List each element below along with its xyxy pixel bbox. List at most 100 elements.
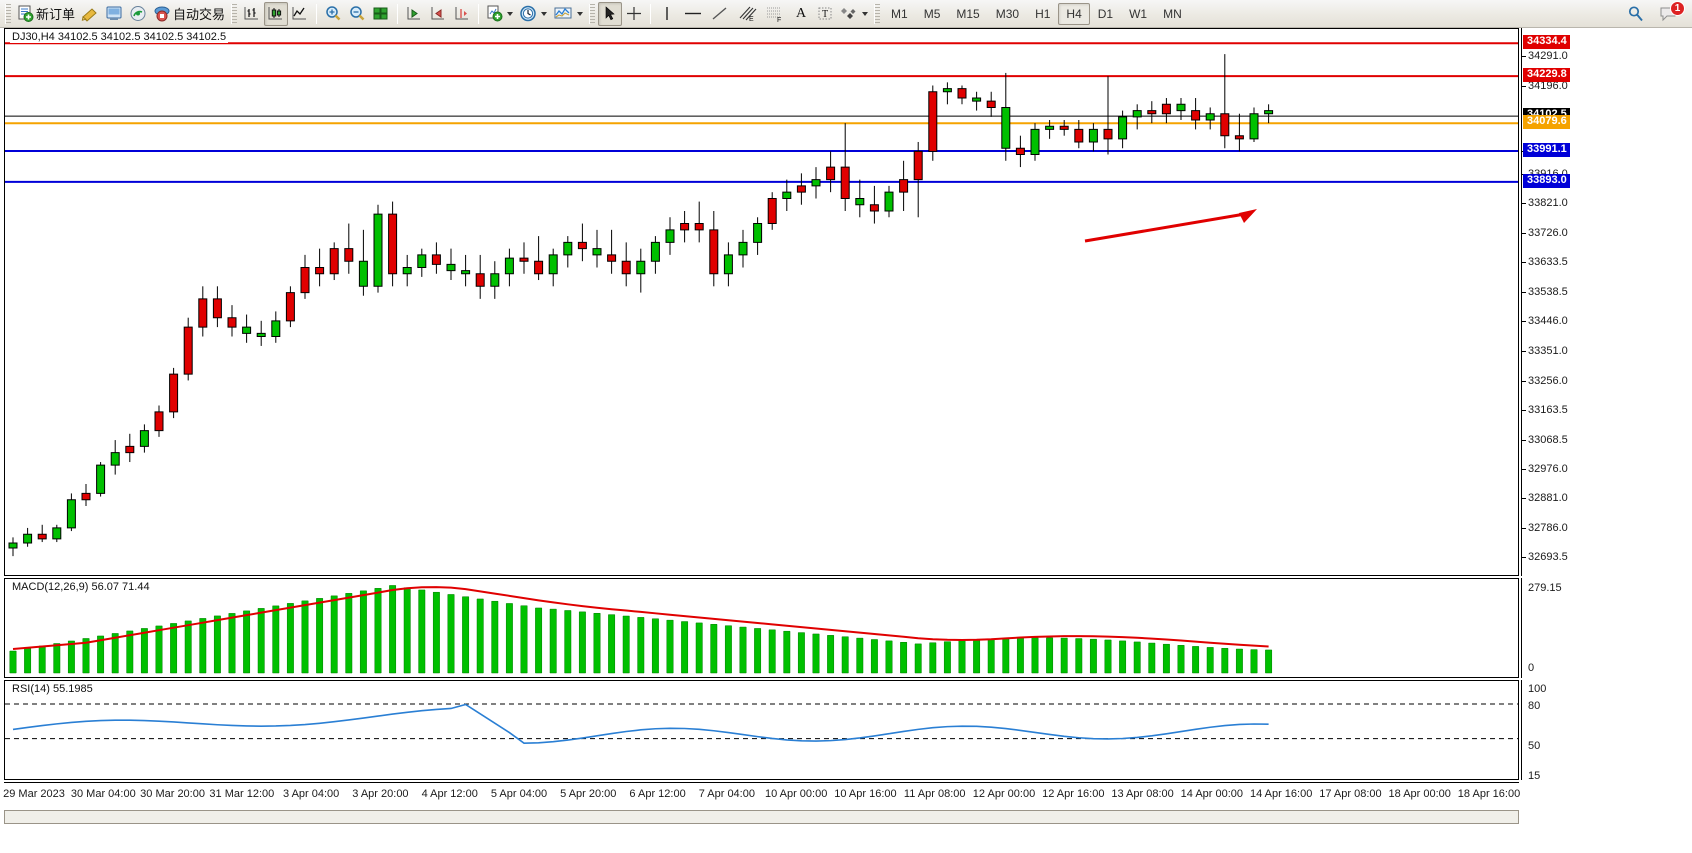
candlestick-chart-button[interactable] — [264, 1, 289, 26]
terminal-button[interactable] — [102, 2, 126, 26]
timeframe-m30[interactable]: M30 — [995, 6, 1020, 21]
zoom-in-button[interactable] — [321, 2, 345, 26]
shapes-icon — [841, 8, 856, 19]
price-tag-34229.8[interactable]: 34229.8 — [1523, 68, 1570, 83]
rsi-indicator-panel[interactable]: RSI(14) 55.1985 — [4, 680, 1519, 780]
tile-windows-button[interactable] — [369, 2, 393, 26]
time-tick: 18 Apr 00:00 — [1388, 788, 1451, 800]
auto-scroll-button[interactable] — [450, 2, 474, 26]
timeframe-d1[interactable]: D1 — [1097, 6, 1114, 21]
price-tag-34079.6[interactable]: 34079.6 — [1523, 115, 1570, 130]
new-order-button[interactable]: 新订单 — [14, 2, 78, 26]
equidistant-channel-button[interactable]: E — [733, 2, 761, 26]
time-tick: 10 Apr 00:00 — [764, 788, 828, 800]
price-tick-33538.5: 33538.5 — [1522, 286, 1568, 298]
auto-trading-button[interactable]: 自动交易 — [150, 2, 228, 26]
timeframe-m1[interactable]: M1 — [891, 6, 908, 21]
toolbar-grip-3[interactable] — [589, 3, 596, 24]
horizontal-line-button[interactable] — [679, 2, 707, 26]
messages-button[interactable]: 1 — [1656, 0, 1685, 26]
equidistant-channel-icon: E — [739, 6, 757, 23]
price-candlestick-plot — [5, 29, 1518, 575]
message-badge: 1 — [1670, 0, 1685, 16]
indicators-button[interactable] — [550, 2, 586, 26]
timeframe-m5[interactable]: M5 — [923, 6, 941, 21]
svg-text:T: T — [822, 9, 828, 20]
fibonacci-button[interactable]: F — [761, 2, 789, 26]
macd-indicator-panel[interactable]: MACD(12,26,9) 56.07 71.44 — [4, 578, 1519, 678]
price-tick-33726.0: 33726.0 — [1522, 227, 1568, 239]
shift-end-button[interactable] — [426, 2, 450, 26]
time-tick: 11 Apr 08:00 — [903, 788, 966, 800]
price-chart-panel[interactable]: DJ30,H4 34102.5 34102.5 34102.5 34102.5 — [4, 28, 1519, 576]
timeframe-w1[interactable]: W1 — [1129, 6, 1148, 21]
horizontal-scrollbar[interactable] — [4, 810, 1519, 824]
line-chart-icon — [292, 7, 307, 20]
timeframe-h1[interactable]: H1 — [1035, 6, 1051, 21]
vertical-line-button[interactable] — [655, 2, 679, 26]
svg-text:E: E — [749, 16, 754, 23]
cursor-button[interactable] — [598, 1, 623, 26]
time-tick: 6 Apr 12:00 — [629, 788, 686, 800]
auto-trading-label: 自动交易 — [173, 7, 226, 22]
price-tag-33893.0[interactable]: 33893.0 — [1523, 173, 1570, 188]
zoom-out-button[interactable] — [345, 2, 369, 26]
time-tick: 5 Apr 04:00 — [490, 788, 548, 800]
terminal-icon — [106, 6, 122, 20]
rsi-tick-80: 80 — [1528, 700, 1541, 712]
new-order-label: 新订单 — [36, 7, 76, 22]
price-tag-34334.4[interactable]: 34334.4 — [1523, 35, 1570, 50]
trendline-icon — [712, 7, 727, 20]
time-tick: 14 Apr 16:00 — [1249, 788, 1313, 800]
toolbar-grip[interactable] — [5, 3, 11, 24]
toolbar-separator-3 — [478, 3, 480, 24]
toolbar-grip-4[interactable] — [874, 3, 881, 24]
price-axis[interactable]: 34334.4 34291.0 34229.8 34196.0 34102.5 34079… — [1521, 28, 1692, 576]
signals-button[interactable] — [126, 2, 150, 26]
time-axis[interactable]: 29 Mar 2023 30 Mar 04:00 30 Mar 20:00 31 Ma… — [3, 782, 1520, 810]
timeframe-mn[interactable]: MN — [1163, 6, 1182, 21]
search-button[interactable] — [1624, 2, 1648, 26]
rsi-plot — [5, 681, 1518, 779]
price-tick-32881.0: 32881.0 — [1522, 492, 1568, 504]
time-tick: 17 Apr 08:00 — [1319, 788, 1382, 800]
main-toolbar: 新订单 — [0, 0, 1692, 28]
trendline-button[interactable] — [707, 2, 733, 26]
toolbar-grip-2[interactable] — [231, 3, 238, 24]
price-tag-33991.1[interactable]: 33991.1 — [1523, 143, 1570, 158]
label-button[interactable]: T — [813, 2, 837, 26]
toolbar-separator-4 — [650, 3, 652, 24]
chart-workspace[interactable]: DJ30,H4 34102.5 34102.5 34102.5 34102.5 … — [0, 28, 1692, 853]
indicators-dropdown-caret[interactable] — [577, 11, 584, 16]
text-icon: A — [795, 5, 807, 21]
new-chart-button[interactable] — [483, 2, 516, 26]
time-tick: 13 Apr 08:00 — [1111, 788, 1174, 800]
crosshair-button[interactable] — [622, 2, 646, 26]
text-button[interactable]: A — [789, 2, 813, 26]
timeframe-h4[interactable]: H4 — [1058, 2, 1090, 25]
price-tick-33633.5: 33633.5 — [1522, 256, 1568, 268]
timeframe-m15[interactable]: M15 — [956, 6, 980, 21]
bar-chart-icon — [244, 7, 259, 20]
pencil-button[interactable] — [78, 2, 102, 26]
time-tick: 14 Apr 00:00 — [1180, 788, 1244, 800]
timeframes-button[interactable] — [516, 2, 550, 26]
time-tick: 10 Apr 16:00 — [834, 788, 897, 800]
line-chart-button[interactable] — [288, 2, 312, 26]
timeframes-dropdown-caret[interactable] — [541, 11, 548, 16]
auto-scroll-icon — [455, 7, 469, 20]
time-tick: 7 Apr 04:00 — [698, 788, 755, 800]
time-tick: 30 Mar 20:00 — [140, 788, 205, 800]
shapes-button[interactable] — [837, 2, 871, 26]
price-tick-34196.0: 34196.0 — [1522, 80, 1568, 92]
shift-start-icon — [407, 7, 421, 20]
shift-start-button[interactable] — [402, 2, 426, 26]
new-chart-icon — [487, 5, 503, 22]
price-tick-33351.0: 33351.0 — [1522, 345, 1568, 357]
new-chart-dropdown-caret[interactable] — [507, 11, 514, 16]
bar-chart-button[interactable] — [240, 2, 264, 26]
time-tick: 5 Apr 20:00 — [560, 788, 617, 800]
shapes-dropdown-caret[interactable] — [862, 11, 869, 16]
new-order-icon — [18, 5, 34, 22]
